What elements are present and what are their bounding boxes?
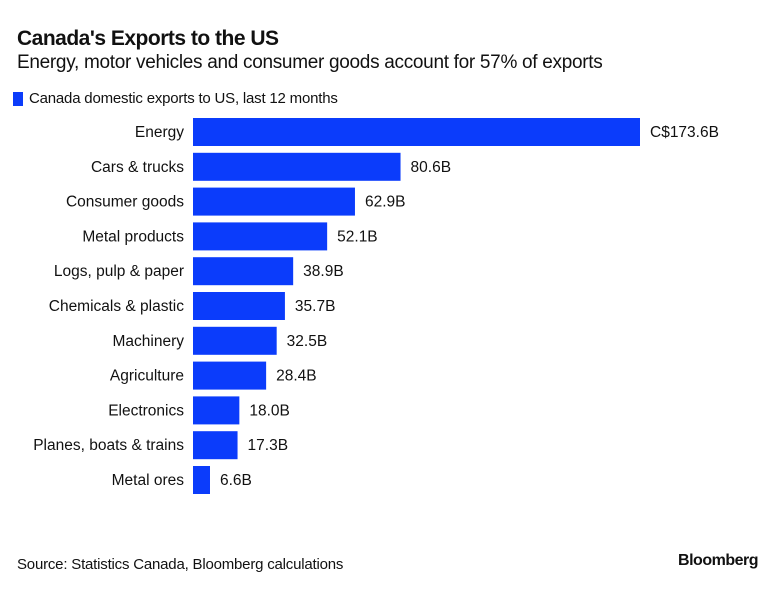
category-label: Metal products <box>82 228 184 245</box>
bar <box>193 152 401 181</box>
category-label: Chemicals & plastic <box>49 298 184 315</box>
source-note: Source: Statistics Canada, Bloomberg cal… <box>17 556 344 573</box>
chart-title: Canada's Exports to the US <box>17 27 279 50</box>
data-label: 80.6B <box>411 159 452 176</box>
data-label: 52.1B <box>337 228 378 245</box>
bar <box>193 187 355 216</box>
bar <box>193 396 240 425</box>
bar <box>193 222 328 251</box>
category-label: Cars & trucks <box>91 159 184 176</box>
category-label: Logs, pulp & paper <box>54 263 184 280</box>
data-label: 35.7B <box>295 298 336 315</box>
bar <box>193 118 640 146</box>
category-label: Electronics <box>108 402 184 419</box>
bar <box>193 431 238 460</box>
data-label: C$173.6B <box>650 124 719 141</box>
chart-subtitle: Energy, motor vehicles and consumer good… <box>17 52 603 73</box>
category-label: Consumer goods <box>66 194 184 211</box>
bar <box>193 257 294 286</box>
bar <box>193 326 277 355</box>
bar <box>193 292 285 320</box>
data-label: 17.3B <box>248 437 289 454</box>
category-label: Agriculture <box>110 368 184 385</box>
legend: Canada domestic exports to US, last 12 m… <box>13 90 338 107</box>
bar <box>193 361 267 390</box>
bloomberg-logo: Bloomberg <box>678 552 758 569</box>
category-label: Metal ores <box>112 472 185 489</box>
data-label: 28.4B <box>276 368 317 385</box>
bar <box>193 466 210 494</box>
category-label: Planes, boats & trains <box>33 437 184 454</box>
category-label: Energy <box>135 124 184 141</box>
legend-swatch <box>13 91 23 106</box>
data-label: 18.0B <box>249 402 290 419</box>
data-label: 6.6B <box>220 472 252 489</box>
legend-label: Canada domestic exports to US, last 12 m… <box>29 90 338 107</box>
data-label: 62.9B <box>365 194 406 211</box>
category-label: Machinery <box>113 333 185 350</box>
data-label: 38.9B <box>303 263 344 280</box>
data-label: 32.5B <box>287 333 328 350</box>
